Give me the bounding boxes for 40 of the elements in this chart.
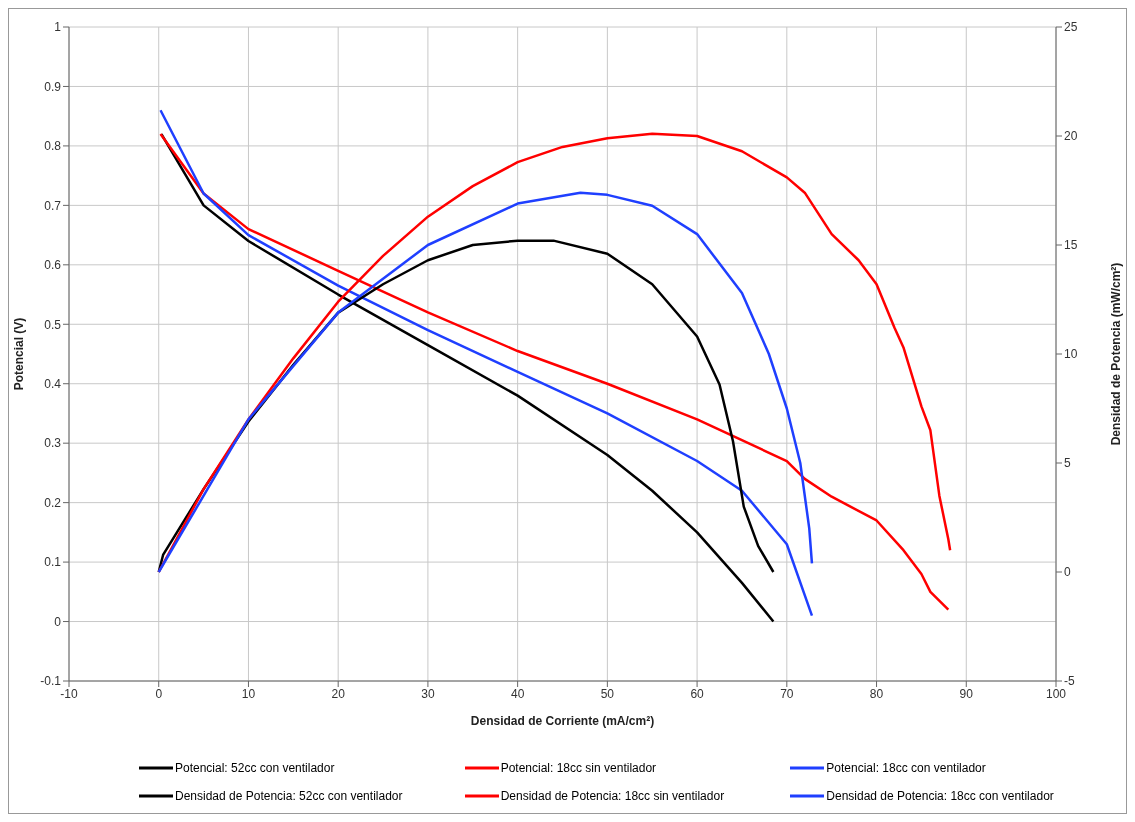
y2-tick-label: 10 — [1064, 347, 1078, 362]
legend-label: Densidad de Potencia: 52cc con ventilador — [175, 789, 403, 803]
y-tick-label: 0.5 — [44, 317, 62, 332]
legend-label: Densidad de Potencia: 18cc con ventilador — [826, 789, 1054, 803]
legend-label: Potencial: 18cc sin ventilador — [500, 761, 657, 775]
x-tick-label: -10 — [60, 686, 78, 701]
x-tick-label: 40 — [510, 686, 525, 701]
y-axis-title: Potencial (V) — [12, 317, 27, 391]
x-tick-label: 80 — [869, 686, 884, 701]
x-tick-label: 100 — [1045, 686, 1067, 701]
y-tick-label: 0.7 — [44, 198, 62, 213]
y-tick-label: 0 — [54, 614, 62, 629]
x-tick-label: 70 — [780, 686, 794, 701]
y-tick-label: 0.3 — [44, 436, 62, 451]
y-tick-label: 0.6 — [44, 258, 62, 273]
x-tick-label: 90 — [959, 686, 974, 701]
y-tick-label: 0.9 — [44, 79, 62, 94]
y-tick-label: 1 — [54, 20, 62, 35]
y2-tick-label: 25 — [1064, 20, 1078, 35]
y-tick-label: -0.1 — [40, 674, 62, 689]
x-tick-label: 60 — [690, 686, 705, 701]
x-tick-label: 0 — [155, 686, 163, 701]
y2-tick-label: 0 — [1064, 565, 1071, 580]
legend-label: Densidad de Potencia: 18cc sin ventilador — [500, 789, 725, 803]
y2-tick-label: -5 — [1064, 674, 1075, 689]
y-tick-label: 0.8 — [44, 139, 62, 154]
y2-tick-label: 5 — [1064, 456, 1071, 471]
x-tick-label: 20 — [331, 686, 346, 701]
y-tick-label: 0.4 — [44, 376, 62, 391]
x-tick-label: 50 — [600, 686, 615, 701]
y-tick-label: 0.1 — [44, 555, 62, 570]
y2-axis-title: Densidad de Potencia (mW/cm²) — [1109, 262, 1124, 446]
x-tick-label: 10 — [241, 686, 256, 701]
y2-tick-label: 15 — [1064, 238, 1078, 253]
legend-label: Potencial: 18cc con ventilador — [826, 761, 986, 775]
x-axis-title: Densidad de Corriente (mA/cm²) — [470, 714, 655, 728]
legend-label: Potencial: 52cc con ventilador — [175, 761, 335, 775]
y-tick-label: 0.2 — [44, 495, 62, 510]
x-tick-label: 30 — [421, 686, 435, 701]
y2-tick-label: 20 — [1064, 129, 1078, 144]
